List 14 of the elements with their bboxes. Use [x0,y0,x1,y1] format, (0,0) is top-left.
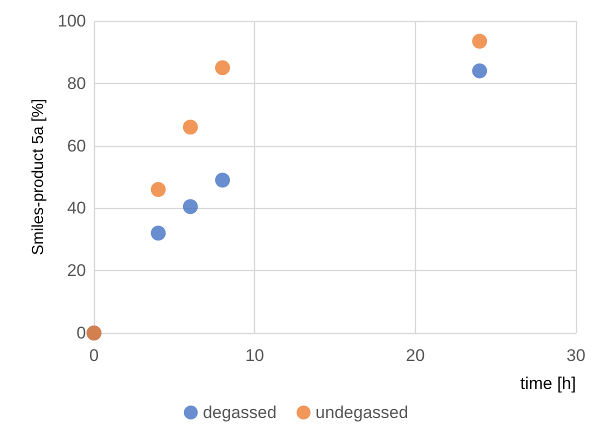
x-tick-label: 20 [406,346,425,365]
x-tick-label: 0 [89,346,99,365]
y-tick-label: 20 [67,261,86,280]
y-tick-label: 100 [58,12,86,30]
x-tick-label: 10 [245,346,264,365]
y-tick-label: 60 [67,136,86,156]
legend-label: degassed [202,403,277,422]
y-tick-label: 80 [67,74,86,93]
y-tick-label: 0 [76,324,86,342]
legend-label: undegassed [316,403,408,422]
y-tick-label: 40 [67,198,86,218]
x-axis-title: time [h] [520,374,576,393]
y-axis-title: Smiles-product 5a [%] [30,98,48,256]
x-tick-label: 30 [566,346,586,365]
